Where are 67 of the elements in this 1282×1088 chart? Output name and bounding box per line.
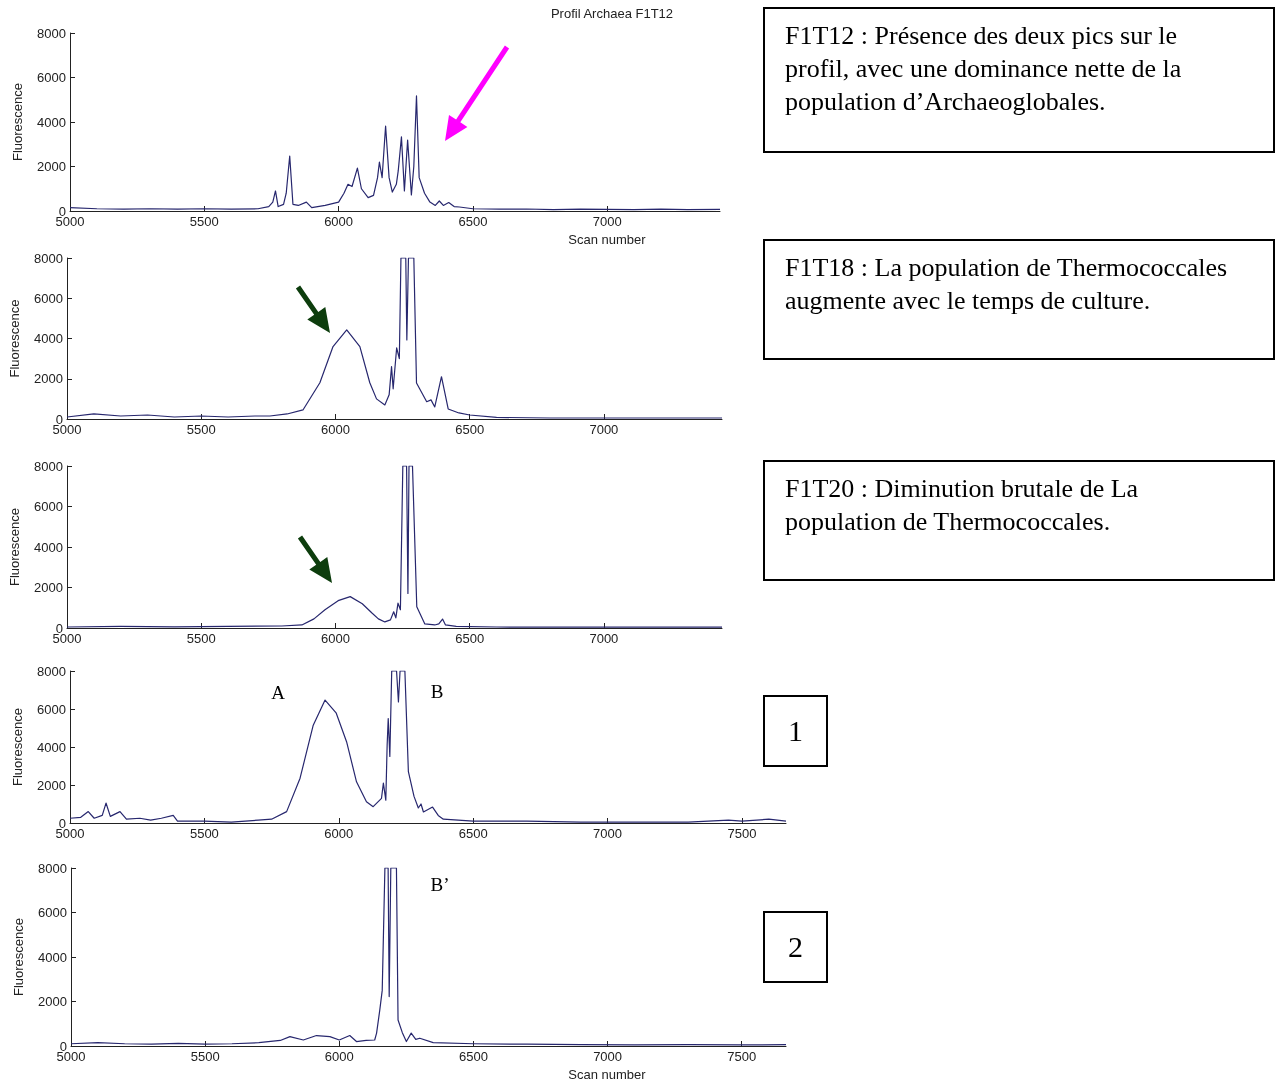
x-tick-label: 7000 (589, 631, 619, 646)
y-tick-label: 8000 (37, 663, 66, 679)
y-tick-label: 6000 (37, 70, 66, 85)
text: 2 (763, 911, 828, 983)
y-axis-title: Fluorescence (10, 82, 25, 162)
x-tick-label: 5000 (52, 422, 82, 437)
x-tick-label: 7000 (589, 422, 619, 437)
text: F1T20 : Diminution brutale de La population de Thermococcales. (763, 460, 1275, 581)
text: F1T18 : La population de Thermococcales augmente avec le temps de culture. (763, 239, 1275, 360)
y-tick-label: 8000 (38, 860, 67, 876)
y-tick-label: 2000 (34, 580, 63, 595)
y-tick-label: 4000 (38, 949, 67, 965)
x-tick-label: 6500 (455, 422, 485, 437)
line-series (66, 465, 723, 628)
x-tick-label: 6500 (455, 631, 485, 646)
x-tick-label: 7000 (593, 826, 622, 841)
text: 1 (763, 695, 828, 767)
y-tick-label: 4000 (34, 539, 63, 555)
y-tick-label: 4000 (37, 114, 66, 130)
x-tick-label: 5500 (186, 422, 216, 437)
y-tick-label: 2000 (34, 371, 63, 387)
x-tick-label: 6000 (324, 1049, 354, 1064)
x-tick-label: 5500 (189, 826, 219, 841)
x-tick-label: 6500 (458, 214, 488, 229)
y-tick-label: 4000 (34, 331, 63, 346)
y-axis-title: Fluorescence (7, 507, 22, 587)
line-series (69, 670, 787, 823)
x-tick-label: 6000 (324, 214, 354, 229)
annotation: B’ (429, 874, 451, 896)
y-tick-label: 2000 (37, 159, 66, 174)
x-tick-label: 6000 (320, 422, 350, 437)
x-tick-label: 7500 (727, 826, 757, 841)
x-tick-label: 7500 (727, 1049, 757, 1064)
x-tick-label: 6000 (320, 631, 350, 646)
y-tick-label: 6000 (38, 905, 67, 920)
line-series (66, 257, 723, 419)
y-axis-title: Fluorescence (7, 299, 22, 378)
x-tick-label: 5500 (190, 1049, 220, 1064)
x-tick-label: 5500 (189, 214, 219, 229)
x-tick-label: 6500 (458, 1049, 488, 1064)
x-tick-label: 5000 (55, 826, 85, 841)
y-tick-label: 4000 (37, 739, 66, 755)
y-tick-label: 2000 (38, 994, 67, 1009)
annotation: A (270, 682, 286, 704)
x-tick-label: 6000 (324, 826, 354, 841)
x-tick-label: 5000 (52, 631, 82, 646)
x-axis-title: Scan number (568, 231, 647, 247)
annotation: B (429, 681, 445, 703)
y-tick-label: 6000 (34, 499, 63, 514)
y-axis-title: Fluorescence (11, 917, 26, 997)
text: F1T12 : Présence des deux pics sur le profil, avec une dominance nette de la population d’Archaeoglobales. (763, 7, 1275, 153)
x-tick-label: 5000 (55, 214, 85, 229)
line-series (70, 867, 787, 1046)
y-tick-label: 8000 (34, 458, 63, 474)
y-tick-label: 2000 (37, 777, 66, 793)
x-tick-label: 5500 (186, 631, 216, 646)
chart-title: Profil Archaea F1T12 (550, 6, 674, 21)
y-tick-label: 6000 (37, 701, 66, 717)
y-tick-label: 8000 (37, 25, 66, 41)
x-tick-label: 5000 (56, 1049, 86, 1064)
x-axis-title: Scan number (568, 1066, 647, 1082)
y-axis-title: Fluorescence (10, 707, 25, 787)
x-tick-label: 7000 (593, 1049, 623, 1064)
y-tick-label: 8000 (34, 250, 63, 266)
x-tick-label: 6500 (458, 826, 488, 841)
y-tick-label: 6000 (34, 290, 63, 306)
x-tick-label: 7000 (592, 214, 622, 229)
